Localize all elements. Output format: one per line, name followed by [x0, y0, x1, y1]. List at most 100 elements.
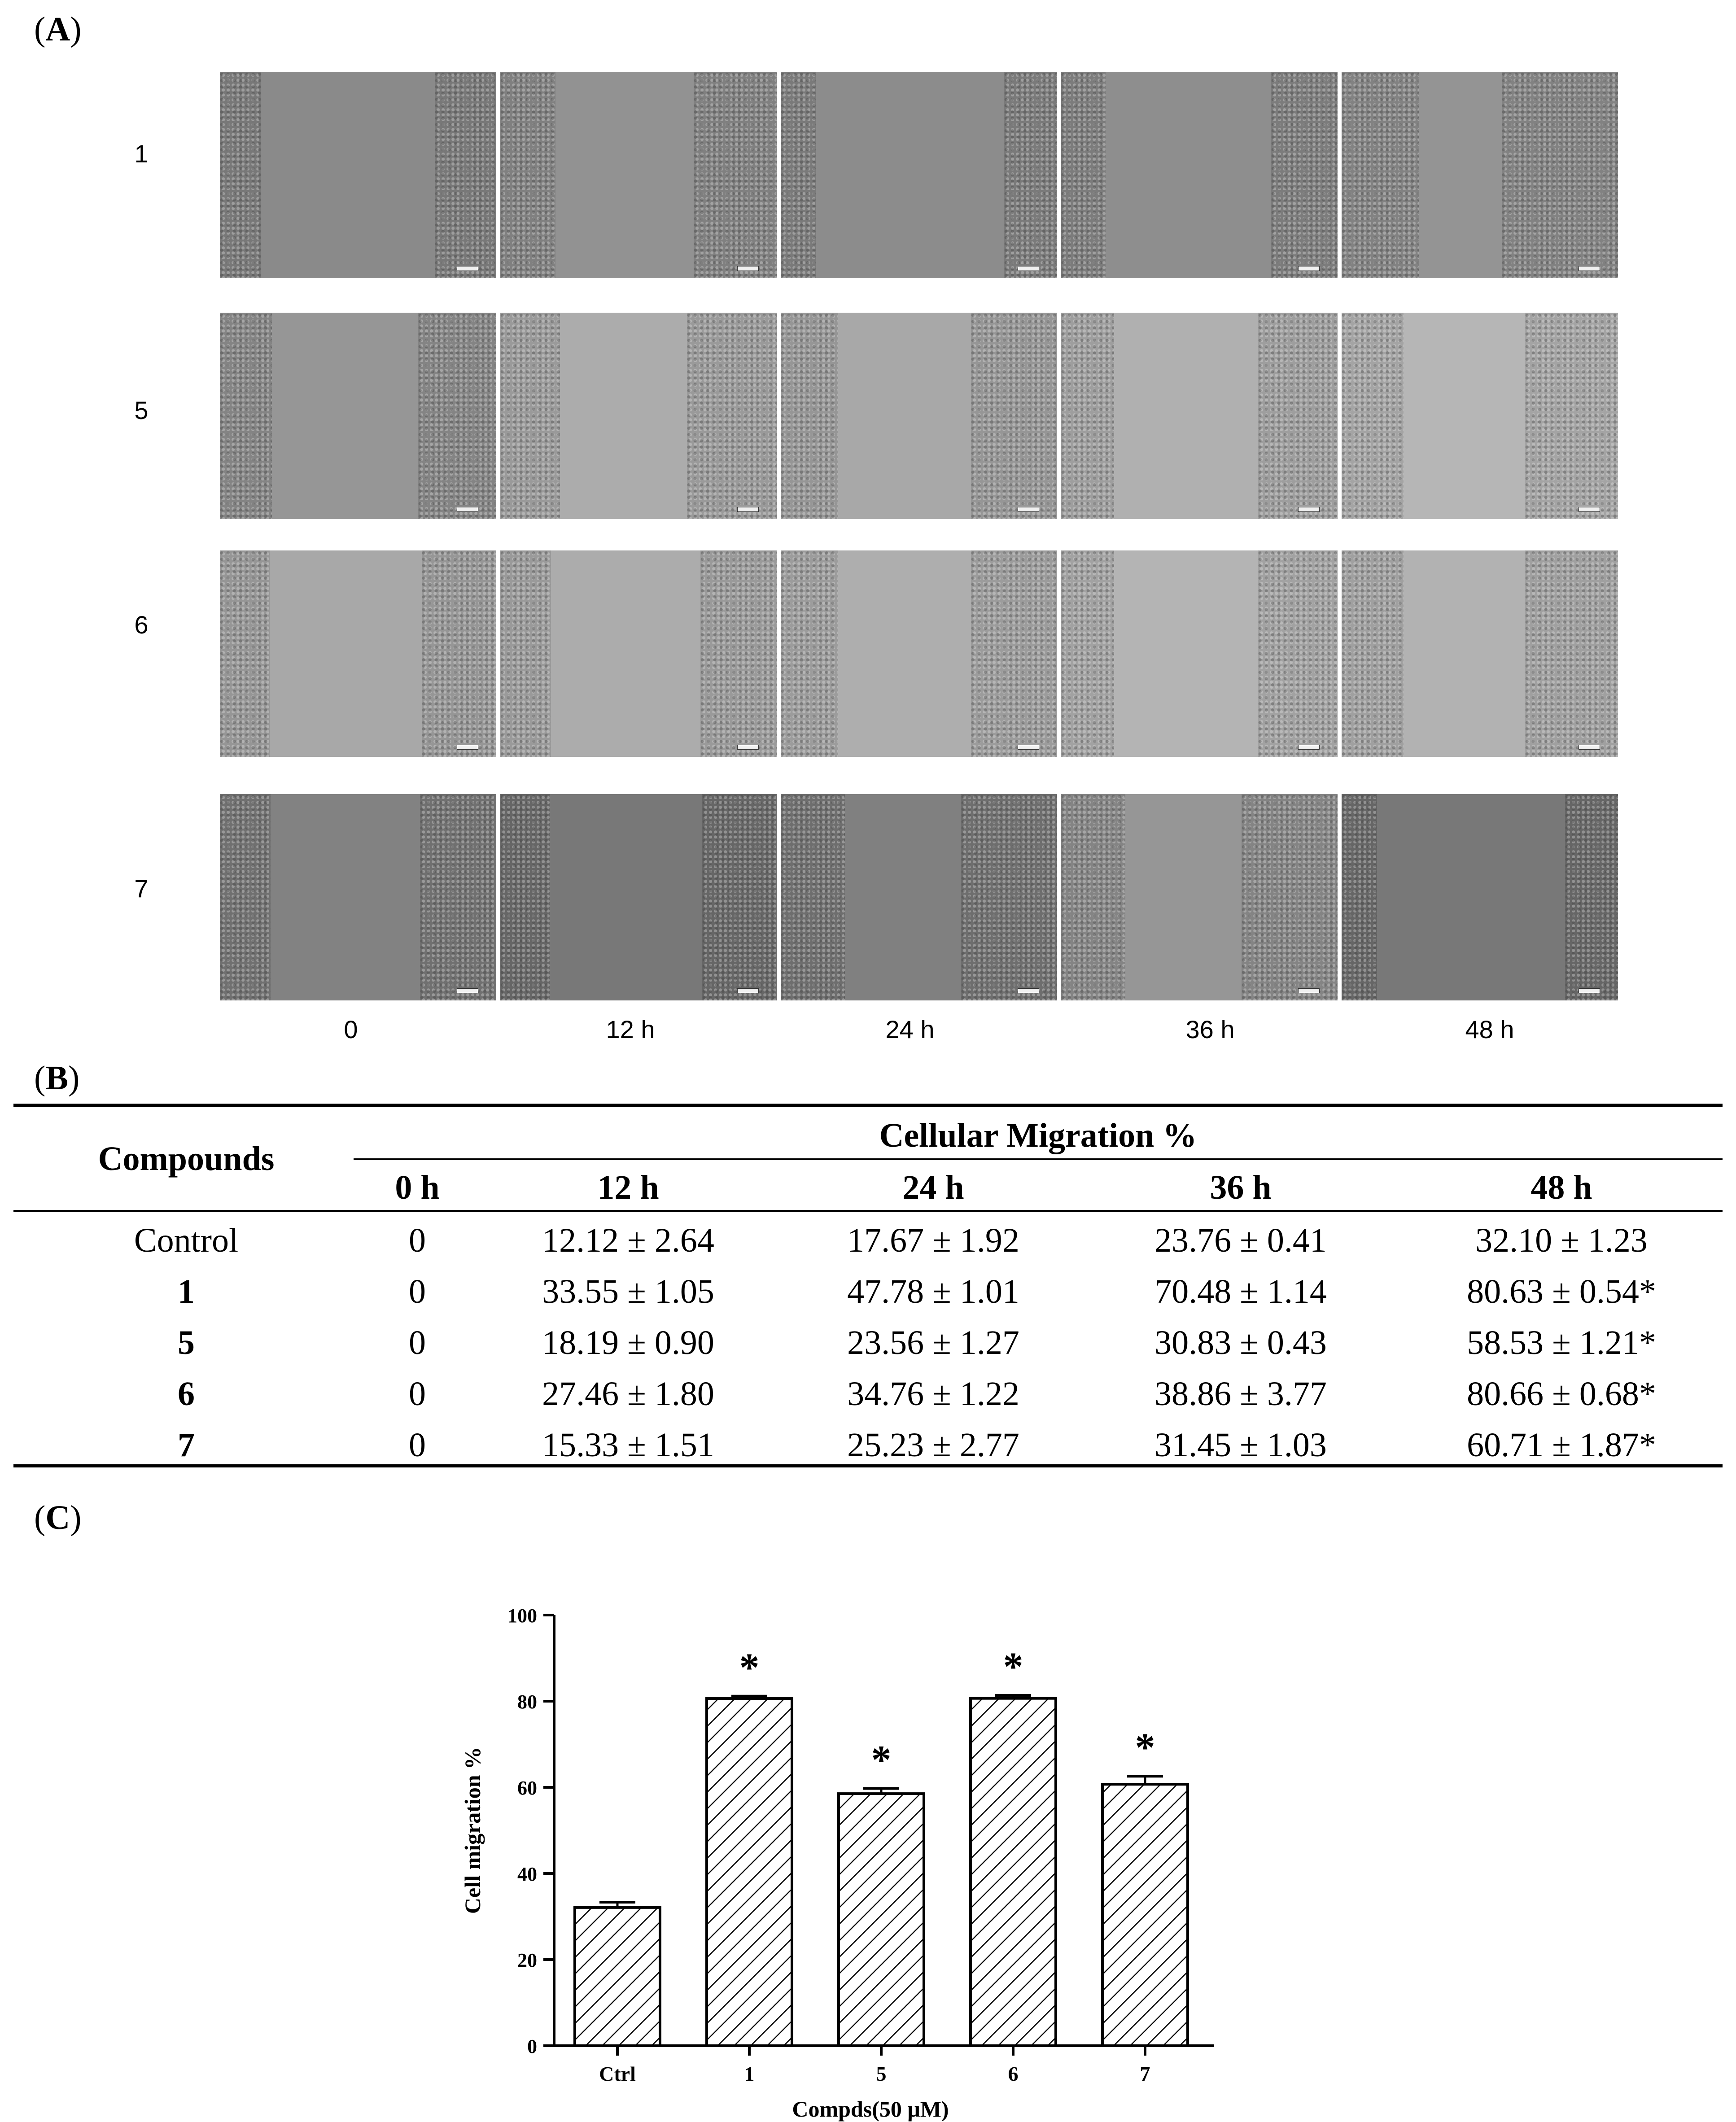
x-tick-label: 7 — [1140, 2062, 1150, 2085]
bar-7 — [1101, 1783, 1189, 2047]
cell-front-left — [1342, 794, 1377, 1000]
cell-front-right — [420, 794, 496, 1000]
scale-bar — [737, 266, 759, 271]
x-axis-title: Compds(50 μM) — [792, 2096, 949, 2122]
significance-mark: * — [871, 1738, 892, 1782]
table-cell: 38.86 ± 3.77 — [1154, 1375, 1327, 1413]
table-cell: 18.19 ± 0.90 — [542, 1324, 714, 1362]
cell-front-left — [500, 313, 560, 519]
scale-bar — [1579, 507, 1600, 512]
micrograph-row2-col4 — [1061, 313, 1338, 519]
x-tick-label: 6 — [1008, 2062, 1019, 2085]
scale-bar — [1579, 745, 1600, 750]
x-tick-label: 5 — [876, 2062, 887, 2085]
micrograph-row1-col1 — [220, 72, 496, 278]
cell-front-right — [1565, 794, 1618, 1000]
cell-front-right — [1525, 550, 1618, 757]
cell-front-left — [1342, 72, 1419, 278]
table-header-rule — [13, 1210, 1723, 1212]
table-row-label: Control — [134, 1222, 239, 1259]
table-cell: 0 — [409, 1222, 426, 1259]
table-row-label: 7 — [178, 1426, 195, 1464]
cell-front-left — [781, 550, 839, 757]
scale-bar — [457, 745, 478, 750]
cell-front-left — [781, 72, 816, 278]
table-row-label: 5 — [178, 1324, 195, 1362]
bar-6 — [969, 1697, 1057, 2047]
table-cell: 17.67 ± 1.92 — [847, 1222, 1019, 1259]
cell-front-right — [700, 550, 777, 757]
significance-mark: * — [739, 1646, 760, 1690]
micrograph-row1-col4 — [1061, 72, 1338, 278]
cell-front-right — [418, 313, 496, 519]
cell-front-right — [687, 313, 777, 519]
micrograph-row4-col5 — [1342, 794, 1618, 1000]
micrograph-row3-col4 — [1061, 550, 1338, 757]
cell-front-left — [220, 72, 261, 278]
time-label-24h: 24 h — [885, 1015, 935, 1044]
scale-bar — [1298, 988, 1320, 993]
bar-1 — [705, 1697, 793, 2047]
cell-front-right — [1004, 72, 1057, 278]
table-cell: 25.23 ± 2.77 — [847, 1426, 1019, 1464]
significance-mark: * — [1135, 1725, 1155, 1770]
micrograph-row3-col1 — [220, 550, 496, 757]
cell-front-left — [220, 550, 270, 757]
bar-5 — [837, 1792, 925, 2047]
y-tick-label: 60 — [517, 1777, 537, 1799]
cell-front-left — [500, 794, 550, 1000]
table-cell: 12.12 ± 2.64 — [542, 1222, 714, 1259]
scale-bar — [457, 988, 478, 993]
table-header-12h: 12 h — [597, 1169, 659, 1206]
table-cell: 31.45 ± 1.03 — [1154, 1426, 1327, 1464]
table-cell: 34.76 ± 1.22 — [847, 1375, 1019, 1413]
cell-front-left — [1061, 794, 1125, 1000]
table-cell: 80.63 ± 0.54* — [1467, 1273, 1656, 1310]
scale-bar — [737, 507, 759, 512]
table-header-48h: 48 h — [1530, 1169, 1592, 1206]
y-tick-label: 20 — [517, 1949, 537, 1971]
table-header-compounds: Compounds — [98, 1140, 275, 1178]
table-cell: 60.71 ± 1.87* — [1467, 1426, 1656, 1464]
cell-front-right — [1258, 313, 1338, 519]
row-label-7: 7 — [134, 874, 149, 903]
scale-bar — [1579, 266, 1600, 271]
micrograph-row4-col4 — [1061, 794, 1338, 1000]
x-tick-label: Ctrl — [599, 2062, 636, 2085]
panel-b-letter: B — [45, 1059, 69, 1097]
cell-front-right — [961, 794, 1057, 1000]
time-label-36h: 36 h — [1185, 1015, 1235, 1044]
cell-front-left — [781, 313, 839, 519]
scale-bar — [1298, 266, 1320, 271]
row-label-1: 1 — [134, 140, 149, 168]
row-label-6: 6 — [134, 611, 149, 639]
time-label-12h: 12 h — [606, 1015, 655, 1044]
table-cell: 23.76 ± 0.41 — [1154, 1222, 1327, 1259]
table-cell: 0 — [409, 1273, 426, 1310]
cell-front-left — [500, 550, 551, 757]
y-tick-label: 0 — [527, 2035, 537, 2057]
cell-front-left — [500, 72, 556, 278]
table-row-label: 6 — [178, 1375, 195, 1413]
table-cell: 15.33 ± 1.51 — [542, 1426, 714, 1464]
table-cell: 47.78 ± 1.01 — [847, 1273, 1019, 1310]
table-cell: 27.46 ± 1.80 — [542, 1375, 714, 1413]
cell-front-right — [435, 72, 496, 278]
table-cell: 0 — [409, 1426, 426, 1464]
table-cell: 80.66 ± 0.68* — [1467, 1375, 1656, 1413]
table-group-rule — [354, 1158, 1723, 1160]
cell-front-right — [1525, 313, 1618, 519]
cell-front-right — [1271, 72, 1338, 278]
table-bottom-rule — [13, 1464, 1723, 1467]
micrograph-row3-col2 — [500, 550, 777, 757]
scale-bar — [1018, 266, 1039, 271]
cell-front-right — [1502, 72, 1618, 278]
cell-front-right — [971, 550, 1057, 757]
cell-front-left — [1061, 313, 1115, 519]
micrograph-row2-col2 — [500, 313, 777, 519]
scale-bar — [1579, 988, 1600, 993]
micrograph-row4-col3 — [781, 794, 1057, 1000]
cell-front-right — [694, 72, 777, 278]
cell-front-right — [971, 313, 1057, 519]
micrograph-row3-col3 — [781, 550, 1057, 757]
